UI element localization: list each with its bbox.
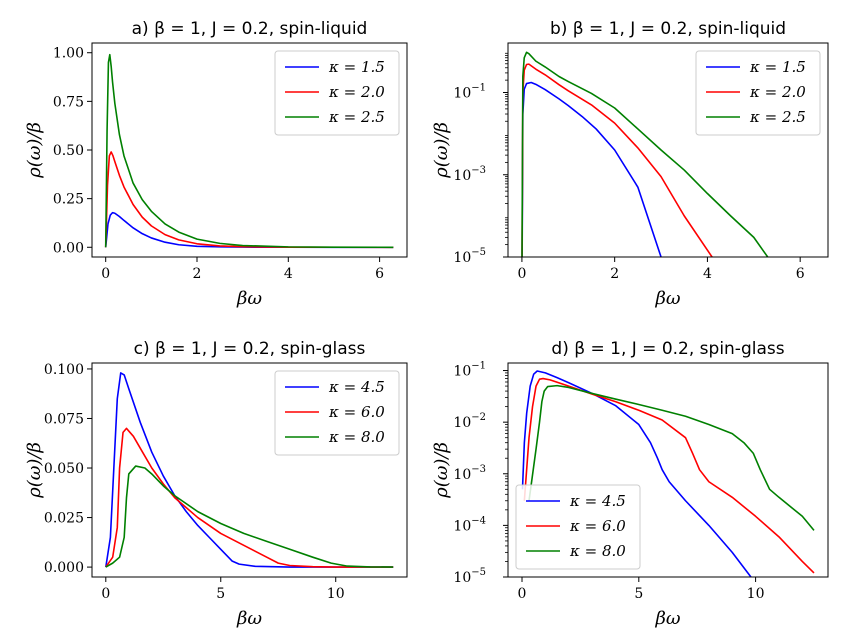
panel-b-legend-frame	[695, 50, 821, 136]
panel-c-xtick-label-1: 5	[216, 586, 225, 602]
panel-d-xlabel: βω	[654, 608, 680, 629]
panel-c-xlabel: βω	[236, 608, 262, 629]
panel-a-ytick-label-3: 0.75	[53, 94, 84, 110]
panel-d-series-1-line	[521, 370, 752, 577]
panel-a-legend: κ = 1.5 κ = 2.0 κ = 2.5	[274, 50, 400, 136]
panel-d-ylabel: ρ(ω)/β	[431, 442, 452, 499]
panel-b-ytick-label-0: 10−1	[453, 83, 486, 102]
panel-b-xtick-label-2: 4	[703, 266, 712, 282]
panel-b-series-3-line	[521, 51, 769, 257]
panel-d-ytick-label-1: 10−2	[453, 412, 486, 431]
panel-c-legend-frame	[274, 370, 400, 456]
panel-a-series-2-line	[104, 151, 394, 249]
panel-a-ylabel: ρ(ω)/β	[24, 122, 45, 179]
panel-d-ytick-label-0: 10−1	[453, 361, 486, 380]
panel-c-ylabel: ρ(ω)/β	[24, 442, 45, 499]
panel-c-ytick-label-1: 0.025	[44, 511, 84, 527]
panel-d-legend: κ = 4.5 κ = 6.0 κ = 8.0	[515, 484, 641, 570]
panel-d-series-3-line	[528, 384, 815, 531]
panel-a-legend-label-2: κ = 2.0	[328, 83, 385, 101]
panel-d-xtick-label-1: 5	[634, 586, 643, 602]
panel-b-ytick-label-1: 10−3	[453, 165, 486, 184]
panel-a: 0 2 4 6 0.00 0.25 0.50 0.75 1.00 a) β = 1, J = 0.…	[24, 19, 408, 309]
panel-c-legend-label-3: κ = 8.0	[328, 428, 385, 446]
panel-d-ytick-label-4: 10−5	[453, 567, 486, 586]
panel-d-series-2-line	[523, 377, 815, 574]
panel-c-series-3-line	[105, 465, 394, 568]
panel-a-xtick-label-2: 4	[284, 266, 293, 282]
panel-a-xtick-label-3: 6	[375, 266, 384, 282]
panel-b-xlabel: βω	[654, 288, 680, 309]
panel-d-legend-label-2: κ = 6.0	[569, 517, 626, 535]
panel-b-series-1-line	[521, 81, 662, 257]
panel-b-ytick-label-2: 10−5	[453, 247, 486, 266]
panel-b-legend-label-2: κ = 2.0	[749, 83, 806, 101]
panel-d-ytick-label-3: 10−4	[453, 515, 486, 534]
panel-a-xtick-label-0: 0	[101, 266, 110, 282]
panel-a-ytick-label-4: 1.00	[53, 46, 84, 62]
panel-b-legend-label-1: κ = 1.5	[749, 58, 806, 76]
panel-d-legend-label-3: κ = 8.0	[569, 542, 626, 560]
panel-c: 0 5 10 0.000 0.025 0.050 0.075 0.100 c) β = 1, J…	[24, 339, 408, 629]
panel-c-ytick-label-2: 0.050	[44, 461, 84, 477]
panel-a-ytick-label-1: 0.25	[53, 192, 84, 208]
panel-d-legend-label-1: κ = 4.5	[569, 492, 626, 510]
panel-b: 0 2 4 6 10−1 10−3 10−5 b) β = 1, J = 0.2, spin-…	[431, 19, 829, 309]
panel-d-xtick-label-0: 0	[518, 586, 527, 602]
panel-b-legend: κ = 1.5 κ = 2.0 κ = 2.5	[695, 50, 821, 136]
panel-d-legend-frame	[515, 484, 641, 570]
panel-d-title: d) β = 1, J = 0.2, spin-glass	[551, 339, 784, 359]
panel-b-xtick-label-1: 2	[610, 266, 619, 282]
panel-a-ytick-label-2: 0.50	[53, 143, 84, 159]
panel-c-ytick-label-0: 0.000	[44, 560, 84, 576]
panel-c-axes-frame	[91, 362, 408, 578]
panel-b-title: b) β = 1, J = 0.2, spin-liquid	[550, 19, 786, 39]
panel-c-ytick-label-4: 0.100	[44, 362, 84, 378]
panel-b-series-2-line	[521, 63, 713, 257]
panel-b-ylabel: ρ(ω)/β	[431, 122, 452, 179]
panel-a-xtick-label-1: 2	[193, 266, 202, 282]
panel-c-xtick-label-0: 0	[101, 586, 110, 602]
panel-a-legend-label-3: κ = 2.5	[328, 108, 385, 126]
panel-a-legend-label-1: κ = 1.5	[328, 58, 385, 76]
panel-c-title: c) β = 1, J = 0.2, spin-glass	[134, 339, 366, 359]
panel-d-axes-frame	[507, 362, 829, 578]
panel-c-legend-label-2: κ = 6.0	[328, 403, 385, 421]
panel-b-xtick-label-3: 6	[796, 266, 805, 282]
panel-b-legend-label-3: κ = 2.5	[749, 108, 806, 126]
panel-d-xtick-label-2: 10	[747, 586, 765, 602]
panel-b-xtick-label-0: 0	[517, 266, 526, 282]
panel-a-xlabel: βω	[236, 288, 262, 309]
panel-a-series-3-line	[104, 53, 394, 249]
panel-c-xtick-label-2: 10	[327, 586, 345, 602]
panel-a-legend-frame	[274, 50, 400, 136]
panel-a-series-1-line	[104, 211, 394, 249]
panel-d: 0 5 10 10−1 10−2 10−3 10−4 10−5 d) β = 1, J = 0.…	[431, 339, 829, 629]
panel-a-title: a) β = 1, J = 0.2, spin-liquid	[132, 19, 368, 39]
panel-c-legend-label-1: κ = 4.5	[328, 378, 385, 396]
panel-c-legend: κ = 4.5 κ = 6.0 κ = 8.0	[274, 370, 400, 456]
panel-d-ytick-label-2: 10−3	[453, 464, 486, 483]
panel-c-ytick-label-3: 0.075	[44, 411, 84, 427]
panel-a-ytick-label-0: 0.00	[53, 240, 84, 256]
